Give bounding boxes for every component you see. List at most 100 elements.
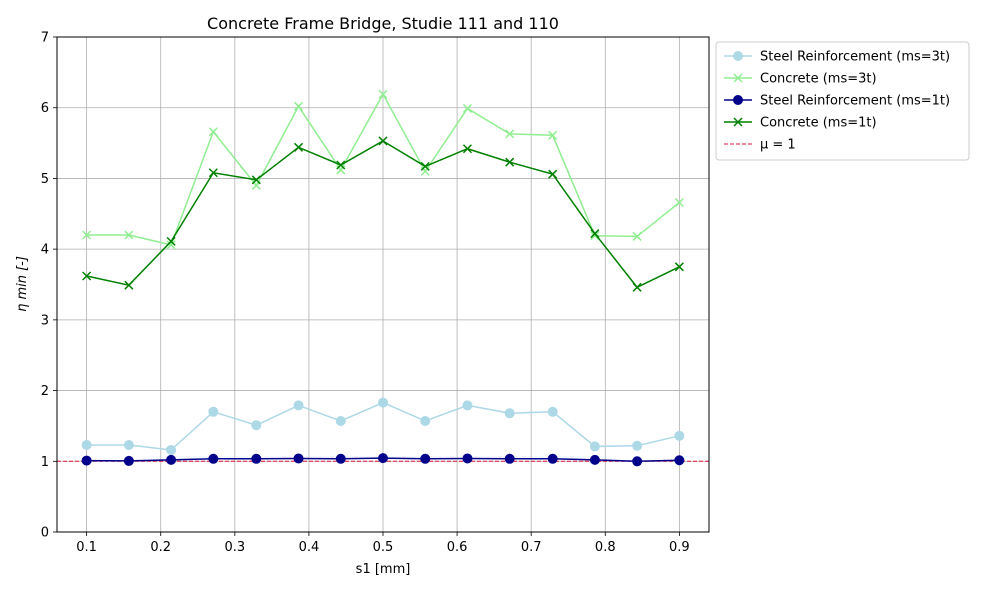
data-point xyxy=(82,271,92,281)
data-point xyxy=(82,230,92,240)
data-point xyxy=(547,406,558,417)
legend-marker xyxy=(733,51,743,61)
legend-entry: Steel Reinforcement (ms=1t) xyxy=(724,94,950,109)
data-point xyxy=(208,453,219,464)
data-point xyxy=(294,101,304,111)
series-group xyxy=(81,89,685,467)
y-tick-label: 0 xyxy=(41,526,49,541)
data-point xyxy=(674,430,685,441)
data-point xyxy=(166,240,176,250)
y-tick-label: 2 xyxy=(41,384,49,399)
data-point xyxy=(378,397,388,408)
data-point xyxy=(251,453,262,464)
series-0 xyxy=(81,397,685,455)
x-tick-label: 0.4 xyxy=(299,540,320,555)
data-point xyxy=(293,400,304,411)
data-point xyxy=(123,455,134,466)
series-2 xyxy=(81,453,685,467)
data-point xyxy=(548,169,558,179)
data-point xyxy=(462,400,473,411)
y-tick-label: 6 xyxy=(41,101,49,116)
data-point xyxy=(504,453,515,464)
y-tick-label: 7 xyxy=(41,31,49,46)
x-tick-label: 0.9 xyxy=(669,540,690,555)
x-tick-label: 0.3 xyxy=(224,540,245,555)
data-point xyxy=(378,136,388,146)
x-tick-label: 0.7 xyxy=(521,540,542,555)
data-point xyxy=(548,130,558,140)
x-axis-label: s1 [mm] xyxy=(356,562,411,577)
data-point xyxy=(504,408,515,419)
data-point xyxy=(378,453,388,464)
y-tick-label: 5 xyxy=(41,172,49,187)
data-point xyxy=(166,236,176,246)
legend-entry: Steel Reinforcement (ms=3t) xyxy=(724,50,950,65)
data-point xyxy=(632,456,643,467)
legend-entry: Concrete (ms=3t) xyxy=(724,72,877,87)
data-point xyxy=(632,440,643,451)
legend-marker xyxy=(733,73,743,83)
data-point xyxy=(589,441,600,452)
data-point xyxy=(208,406,219,417)
data-point xyxy=(674,455,685,466)
data-point xyxy=(294,142,304,152)
data-point xyxy=(420,161,430,171)
data-point xyxy=(251,175,261,185)
y-tick-label: 1 xyxy=(41,455,49,470)
x-tick-label: 0.5 xyxy=(373,540,394,555)
data-point xyxy=(335,453,346,464)
y-axis-ticks: 0 1 2 3 4 5 6 7 xyxy=(41,31,57,541)
data-point xyxy=(81,440,92,451)
series-1 xyxy=(82,89,684,250)
legend-entry: μ = 1 xyxy=(724,138,796,153)
data-point xyxy=(208,127,218,137)
legend-box xyxy=(715,41,970,161)
data-point xyxy=(378,89,388,99)
data-point xyxy=(505,157,515,167)
data-point xyxy=(632,231,642,241)
legend-entry: Concrete (ms=1t) xyxy=(724,116,877,131)
data-point xyxy=(336,160,346,170)
data-point xyxy=(589,454,600,465)
data-point xyxy=(420,415,431,426)
data-point xyxy=(462,144,472,154)
data-point xyxy=(632,282,642,292)
data-point xyxy=(674,262,684,272)
legend-label: Steel Reinforcement (ms=3t) xyxy=(760,50,950,65)
data-point xyxy=(674,197,684,208)
data-point xyxy=(420,453,431,464)
chart-title: Concrete Frame Bridge, Studie 111 and 11… xyxy=(207,14,559,33)
data-point xyxy=(251,420,262,431)
legend-label: Concrete (ms=1t) xyxy=(760,116,877,131)
data-point xyxy=(166,454,177,465)
data-point xyxy=(124,280,134,290)
data-point xyxy=(293,453,304,464)
legend-marker xyxy=(733,95,743,105)
data-point xyxy=(123,440,134,451)
data-point xyxy=(335,415,346,426)
legend-label: Concrete (ms=3t) xyxy=(760,72,877,87)
data-point xyxy=(462,453,473,464)
data-point xyxy=(124,230,134,240)
legend: Steel Reinforcement (ms=3t) Concrete (ms=… xyxy=(715,41,970,161)
y-tick-label: 3 xyxy=(41,313,49,328)
data-point xyxy=(462,103,472,113)
series-3 xyxy=(82,136,684,292)
data-point xyxy=(505,129,515,139)
data-point xyxy=(166,444,177,455)
y-tick-label: 4 xyxy=(41,243,49,258)
data-point xyxy=(81,455,92,466)
x-tick-label: 0.1 xyxy=(76,540,97,555)
data-point xyxy=(547,453,558,464)
legend-label: Steel Reinforcement (ms=1t) xyxy=(760,94,950,109)
legend-marker xyxy=(733,117,743,127)
data-point xyxy=(590,229,600,239)
legend-label: μ = 1 xyxy=(760,138,796,153)
x-tick-label: 0.2 xyxy=(150,540,171,555)
x-tick-label: 0.8 xyxy=(595,540,616,555)
data-point xyxy=(208,168,218,178)
x-axis-ticks: 0.1 0.2 0.3 0.4 0.5 0.6 0.7 0.8 0.9 xyxy=(76,532,690,555)
y-axis-label: η min [-] xyxy=(15,256,30,312)
data-point xyxy=(590,231,600,241)
